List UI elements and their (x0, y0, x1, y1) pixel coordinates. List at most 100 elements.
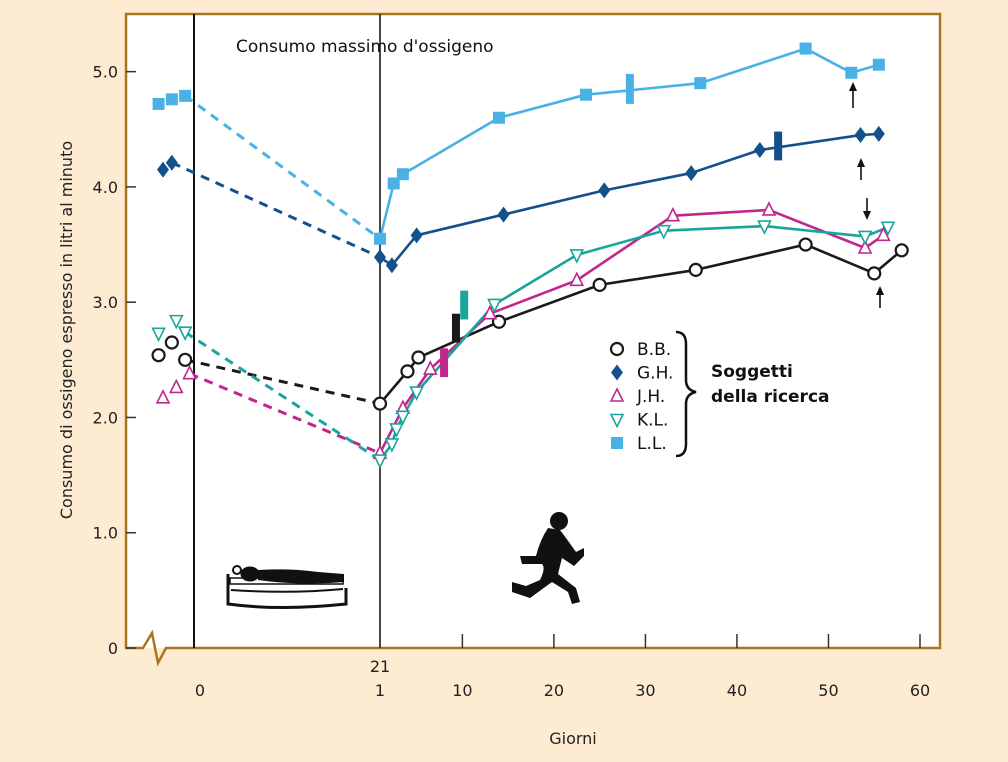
y-tick-label: 1.0 (93, 524, 118, 543)
data-point (592, 277, 607, 292)
data-point (151, 348, 166, 363)
data-point (389, 423, 404, 438)
x-tick-label: 1 (375, 681, 385, 700)
data-point (497, 206, 510, 223)
legend-title-line-1: Soggetti (711, 362, 793, 382)
data-point (598, 182, 611, 199)
data-point (396, 168, 409, 181)
data-point (880, 221, 896, 237)
annotation-arrows (849, 82, 884, 308)
x-tick-label: 20 (544, 681, 564, 700)
legend-label: B.B. (637, 340, 671, 360)
series-dashed-line (171, 161, 381, 259)
range-bar (625, 73, 634, 104)
x-tick-label: 40 (727, 681, 747, 700)
y-axis-label: Consumo di ossigeno espresso in litri al… (57, 141, 76, 519)
data-point (168, 378, 184, 394)
data-point (609, 413, 625, 429)
x-axis-label: Giorni (549, 729, 597, 748)
legend-label: K.L. (637, 411, 668, 431)
data-point (487, 298, 502, 314)
y-tick-label: 3.0 (93, 293, 118, 312)
data-point (423, 360, 438, 375)
x-tick-label: 0 (195, 681, 205, 700)
data-point (798, 237, 813, 252)
data-point (410, 227, 423, 244)
data-point (152, 97, 165, 110)
data-point (385, 257, 398, 274)
chart-title: Consumo massimo d'ossigeno (236, 37, 494, 57)
data-point (665, 206, 681, 222)
data-point (688, 262, 703, 278)
runner-icon (512, 512, 584, 604)
x-tick-label: 50 (818, 681, 838, 700)
legend-label: L.L. (637, 434, 667, 454)
legend-brace (675, 330, 697, 458)
data-point (372, 396, 388, 411)
x-tick-label: 30 (635, 681, 655, 700)
data-point (854, 127, 867, 144)
legend-title-line-2: della ricerca (711, 387, 830, 407)
series-dashed-line (184, 330, 381, 462)
plot-area (126, 14, 940, 648)
data-point (867, 266, 882, 281)
data-point (165, 154, 178, 171)
series-dashed-line (184, 94, 381, 240)
data-point (179, 89, 192, 102)
data-point (876, 226, 891, 242)
data-point (694, 77, 707, 90)
y-tick-label: 0 (108, 639, 118, 658)
data-point (685, 165, 698, 182)
series-dashed-line (188, 372, 381, 455)
data-point (168, 314, 184, 330)
data-point (656, 224, 672, 240)
data-point (611, 364, 623, 381)
data-point (857, 230, 873, 246)
legend: B.B. G.H. J.H. K.L. L.L. (609, 330, 697, 458)
data-point (164, 335, 179, 350)
data-point (894, 243, 909, 258)
y-tick-label: 4.0 (93, 178, 118, 197)
data-point (857, 239, 873, 254)
data-point (387, 177, 400, 190)
data-point (400, 364, 415, 379)
data-point (482, 304, 498, 320)
data-point (395, 410, 411, 426)
data-point (579, 88, 592, 101)
data-point (374, 232, 386, 245)
data-point (411, 350, 426, 365)
legend-label: G.H. (637, 364, 673, 384)
data-point (151, 327, 166, 343)
y-tick-label: 2.0 (93, 408, 118, 427)
data-point (492, 111, 505, 124)
data-point (177, 326, 193, 341)
data-point (611, 437, 623, 449)
x-tick-label: 60 (910, 681, 930, 700)
data-point (569, 271, 585, 287)
data-point (374, 249, 386, 266)
data-point (753, 142, 766, 159)
data-point (165, 93, 178, 106)
data-point (155, 389, 171, 404)
data-point (609, 341, 625, 357)
data-point (178, 352, 193, 367)
data-point (872, 125, 885, 142)
x-tick-label: 10 (452, 681, 472, 700)
data-point (569, 249, 585, 264)
data-point (761, 201, 777, 216)
y-tick-label: 5.0 (93, 63, 118, 82)
data-point (872, 58, 885, 71)
data-point (845, 66, 858, 79)
data-point (409, 386, 424, 401)
bed-rest-icon (226, 565, 348, 609)
data-point (182, 364, 197, 380)
data-point (757, 220, 772, 235)
legend-label: J.H. (636, 387, 665, 407)
range-bar (440, 348, 449, 378)
range-bar (451, 313, 460, 343)
data-point (609, 387, 625, 402)
x-tick-label: 21 (370, 657, 390, 676)
series-dashed-line (184, 358, 381, 406)
